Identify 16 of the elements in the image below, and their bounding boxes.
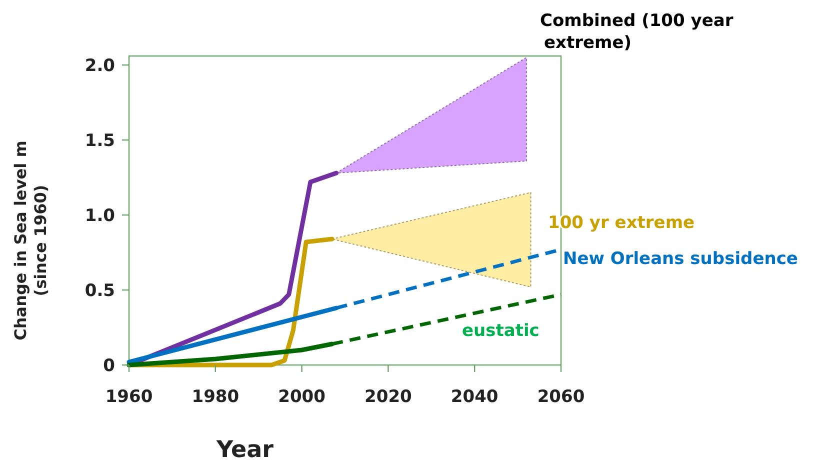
y-tick-label: 2.0 <box>84 56 116 76</box>
text: New Orleans subsidence <box>563 249 798 269</box>
x-axis-title: Year <box>215 437 274 463</box>
y-tick-label: 0 <box>103 356 116 376</box>
text: eustatic <box>462 321 540 341</box>
y-axis-title: Change in Sea level m (since 1960) <box>11 140 50 340</box>
y-tick-label: 0.5 <box>84 280 115 301</box>
x-tick-label: 1960 <box>105 387 153 407</box>
x-tick-label: 2000 <box>278 387 326 407</box>
x-tick-label: 2060 <box>537 387 585 407</box>
x-tick-label: 2020 <box>364 387 412 407</box>
x-tick-label: 2040 <box>450 387 498 407</box>
y-tick-label: 1.0 <box>84 206 116 226</box>
text: Combined (100 year extreme) <box>540 11 734 53</box>
y-tick-label: 1.5 <box>84 130 115 151</box>
x-tick-label: 1980 <box>192 387 240 407</box>
